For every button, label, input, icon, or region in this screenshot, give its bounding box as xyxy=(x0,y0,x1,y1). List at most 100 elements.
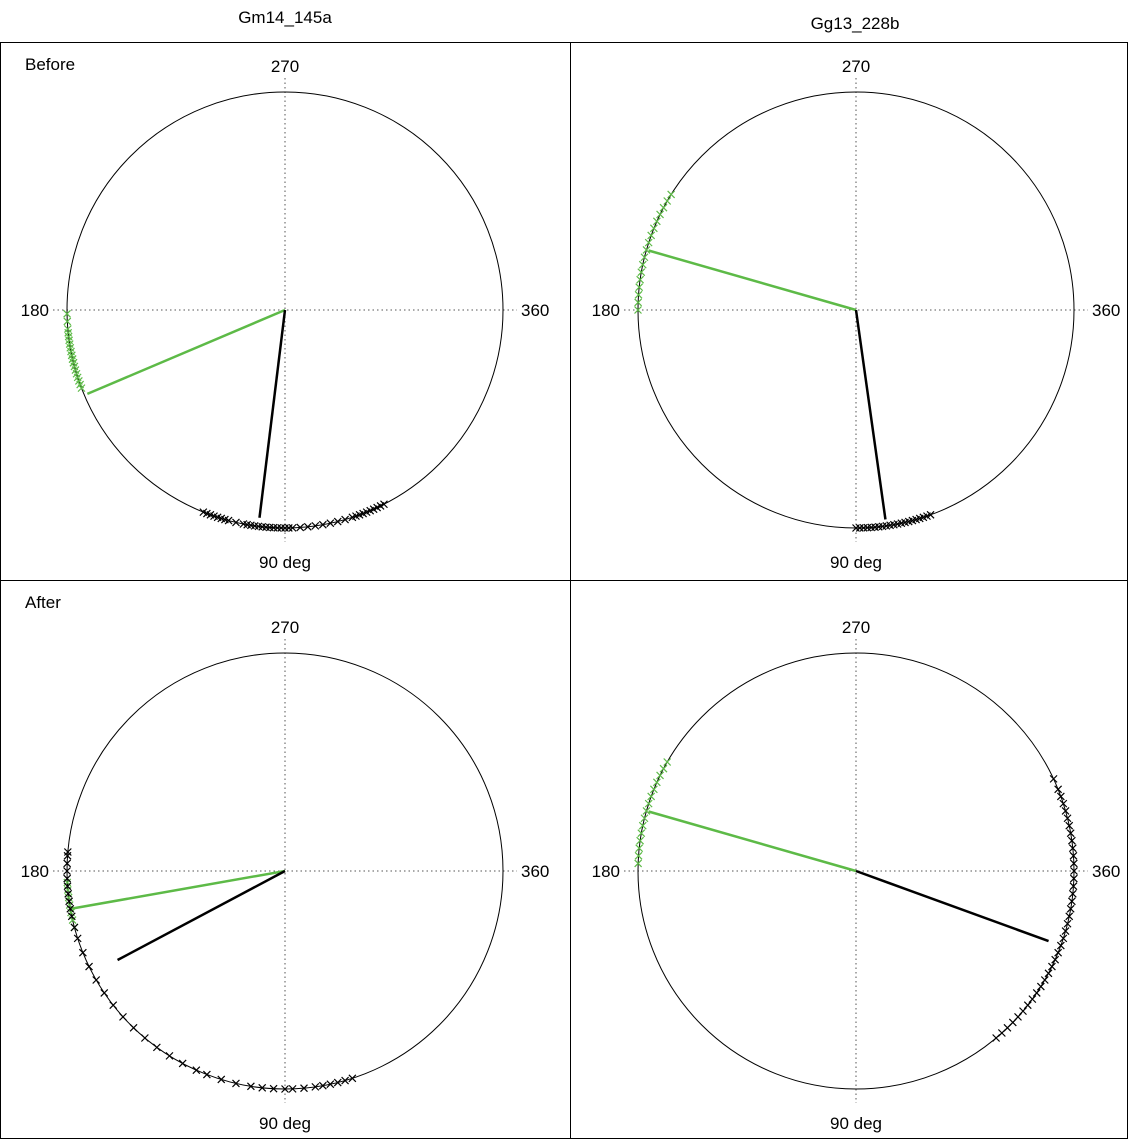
data-point-series-1 xyxy=(100,988,109,997)
data-point-series-1 xyxy=(119,1012,127,1021)
data-point-series-1 xyxy=(1051,955,1060,964)
angle-label-270: 270 xyxy=(842,618,870,637)
angle-label-360: 360 xyxy=(521,862,549,881)
data-point-series-1 xyxy=(288,1084,297,1093)
data-point-series-1 xyxy=(1066,829,1075,838)
data-point-series-0 xyxy=(656,771,664,780)
data-point-series-0 xyxy=(667,190,676,199)
data-point-series-1 xyxy=(66,904,75,913)
data-point-series-1 xyxy=(1040,976,1049,984)
row-label: Before xyxy=(25,55,75,74)
data-point-series-1 xyxy=(1056,941,1065,950)
data-point-series-1 xyxy=(73,934,82,943)
data-point-series-0 xyxy=(636,836,645,845)
data-point-series-0 xyxy=(637,268,646,277)
data-point-series-1 xyxy=(311,1082,320,1091)
data-point-series-1 xyxy=(333,517,342,526)
data-point-series-1 xyxy=(1067,836,1076,845)
data-point-series-0 xyxy=(634,298,643,307)
data-point-series-0 xyxy=(63,317,72,326)
data-point-series-1 xyxy=(852,524,860,532)
data-point-series-1 xyxy=(63,874,72,883)
data-point-series-1 xyxy=(1056,792,1065,801)
angle-label-90: 90 deg xyxy=(259,553,311,572)
data-point-series-1 xyxy=(165,1051,174,1060)
data-point-series-0 xyxy=(649,785,658,794)
mean-vector-series-0 xyxy=(648,810,857,873)
mean-vector-series-1 xyxy=(116,869,286,962)
data-point-series-0 xyxy=(634,306,642,314)
data-point-series-1 xyxy=(341,1076,350,1085)
data-point-series-1 xyxy=(281,1085,289,1093)
data-point-series-1 xyxy=(1061,927,1070,936)
angle-label-90: 90 deg xyxy=(830,553,882,572)
data-point-series-0 xyxy=(649,224,658,233)
data-point-series-1 xyxy=(78,948,87,957)
angle-label-360: 360 xyxy=(521,301,549,320)
mean-vector-series-0 xyxy=(86,308,286,396)
data-point-series-1 xyxy=(67,912,76,921)
angle-label-180: 180 xyxy=(21,301,49,320)
data-point-series-1 xyxy=(326,1080,335,1089)
angle-label-180: 180 xyxy=(21,862,49,881)
data-point-series-1 xyxy=(1054,948,1063,957)
data-point-series-0 xyxy=(634,290,643,299)
data-point-series-0 xyxy=(634,851,643,860)
data-point-series-0 xyxy=(647,231,656,240)
data-point-series-1 xyxy=(1059,934,1068,943)
data-point-series-1 xyxy=(1069,882,1078,891)
data-point-series-0 xyxy=(644,799,653,808)
data-point-series-0 xyxy=(634,859,643,868)
data-point-series-1 xyxy=(1070,867,1078,875)
data-point-series-1 xyxy=(109,1001,118,1010)
data-point-series-1 xyxy=(1066,904,1075,913)
data-point-series-0 xyxy=(652,778,661,787)
data-point-series-1 xyxy=(1069,851,1078,860)
data-point-series-0 xyxy=(636,275,645,284)
data-point-series-0 xyxy=(640,253,649,262)
figure-frame xyxy=(0,42,1128,1139)
data-point-series-1 xyxy=(140,1034,149,1042)
data-point-series-1 xyxy=(1068,844,1077,853)
data-point-series-0 xyxy=(63,325,72,333)
mean-vector-series-1 xyxy=(855,869,1049,943)
data-point-series-1 xyxy=(1068,889,1077,898)
data-point-series-0 xyxy=(637,829,646,838)
data-point-series-1 xyxy=(1063,814,1072,823)
data-point-series-0 xyxy=(659,764,668,773)
data-point-series-1 xyxy=(70,923,79,932)
data-point-series-0 xyxy=(640,814,649,823)
angle-label-360: 360 xyxy=(1092,301,1120,320)
data-point-series-1 xyxy=(1036,982,1045,991)
data-point-series-1 xyxy=(300,1084,308,1093)
data-point-series-1 xyxy=(92,976,101,984)
mean-vector-series-1 xyxy=(854,309,887,520)
data-point-series-1 xyxy=(178,1059,187,1068)
data-point-series-1 xyxy=(318,520,327,529)
data-point-series-1 xyxy=(199,508,208,517)
data-point-series-1 xyxy=(258,1083,267,1092)
data-point-series-1 xyxy=(63,848,72,856)
angle-label-180: 180 xyxy=(592,862,620,881)
data-point-series-1 xyxy=(246,1082,255,1091)
data-point-series-1 xyxy=(1028,995,1037,1004)
data-point-series-1 xyxy=(152,1043,161,1052)
data-point-series-1 xyxy=(1065,912,1074,921)
data-point-series-1 xyxy=(341,515,350,524)
data-point-series-0 xyxy=(638,821,647,830)
data-point-series-1 xyxy=(202,1070,211,1079)
angle-label-90: 90 deg xyxy=(830,1114,882,1133)
data-point-series-1 xyxy=(63,882,72,891)
data-point-series-1 xyxy=(1044,969,1053,978)
data-point-series-1 xyxy=(1054,785,1063,794)
angle-label-270: 270 xyxy=(271,618,299,637)
angle-label-90: 90 deg xyxy=(259,1114,311,1133)
data-point-series-1 xyxy=(1069,859,1078,868)
data-point-series-0 xyxy=(663,758,672,766)
data-point-series-1 xyxy=(1061,806,1070,815)
data-point-series-1 xyxy=(63,859,72,868)
data-point-series-1 xyxy=(1067,897,1076,906)
data-point-series-1 xyxy=(1069,874,1078,883)
data-point-series-0 xyxy=(642,806,651,815)
